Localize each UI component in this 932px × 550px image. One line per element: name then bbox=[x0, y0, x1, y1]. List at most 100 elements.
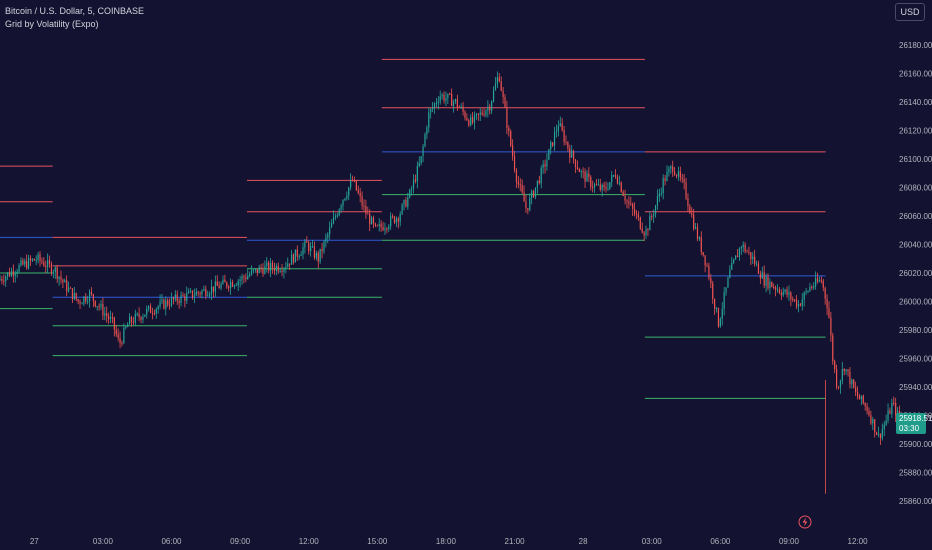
candle-body bbox=[559, 123, 561, 127]
candle-body bbox=[325, 237, 327, 242]
candle-body bbox=[500, 81, 502, 91]
candle-body bbox=[376, 225, 378, 227]
candle-body bbox=[822, 280, 824, 288]
candle-body bbox=[489, 106, 491, 111]
candle-body bbox=[851, 379, 853, 385]
symbol-title[interactable]: Bitcoin / U.S. Dollar, 5, COINBASE bbox=[5, 6, 145, 16]
candle-body bbox=[189, 290, 192, 292]
price-tick-label: 26160.00 bbox=[899, 70, 932, 79]
candle-body bbox=[645, 229, 647, 236]
candle-body bbox=[79, 301, 81, 304]
candle-body bbox=[744, 244, 746, 252]
candle-body bbox=[548, 149, 550, 160]
indicator-title[interactable]: Grid by Volatility (Expo) bbox=[5, 19, 99, 29]
candle-body bbox=[226, 282, 228, 287]
candle-body bbox=[799, 304, 801, 306]
candle-body bbox=[287, 263, 289, 268]
candle-body bbox=[868, 410, 870, 416]
candle-body bbox=[557, 126, 559, 132]
candle-body bbox=[694, 227, 697, 229]
candle-body bbox=[531, 191, 533, 198]
candle-body bbox=[839, 380, 842, 388]
candle-body bbox=[336, 215, 338, 217]
candle-body bbox=[788, 292, 790, 296]
candle-body bbox=[207, 295, 209, 297]
lightning-bolt-icon[interactable] bbox=[798, 515, 812, 529]
candle-body bbox=[378, 223, 380, 226]
candle-body bbox=[609, 182, 611, 189]
candle-body bbox=[300, 254, 302, 256]
candle-body bbox=[271, 262, 274, 269]
candle-body bbox=[247, 275, 249, 280]
candle-body bbox=[723, 292, 725, 309]
candle-body bbox=[275, 265, 277, 271]
candle-body bbox=[365, 206, 367, 214]
candle-body bbox=[588, 173, 590, 177]
candle-body bbox=[437, 101, 439, 104]
candle-body bbox=[27, 258, 30, 269]
candle-body bbox=[553, 132, 556, 146]
candle-body bbox=[155, 309, 157, 314]
candle-body bbox=[491, 101, 493, 111]
price-tick-label: 25960.00 bbox=[899, 354, 932, 363]
candle-body bbox=[801, 299, 803, 306]
candle-body bbox=[250, 270, 253, 275]
candle-body bbox=[574, 159, 577, 168]
candle-body bbox=[504, 97, 506, 108]
candle-body bbox=[895, 403, 897, 416]
price-tick-label: 25900.00 bbox=[899, 440, 932, 449]
candle-body bbox=[45, 266, 47, 268]
candle-body bbox=[395, 218, 397, 223]
candle-body bbox=[228, 286, 230, 289]
candle-body bbox=[864, 403, 866, 407]
currency-button[interactable]: USD bbox=[895, 3, 925, 21]
candle-body bbox=[363, 205, 365, 207]
candle-body bbox=[151, 312, 154, 314]
candle-body bbox=[452, 101, 455, 106]
candle-body bbox=[136, 313, 138, 315]
price-tick-label: 26120.00 bbox=[899, 127, 932, 136]
candle-body bbox=[411, 188, 413, 190]
candle-body bbox=[607, 188, 609, 190]
time-axis[interactable]: 27 03:00 06:00 09:00 12:00 15:00 18:00 21:00 28 0… bbox=[30, 537, 868, 546]
candle-body bbox=[239, 279, 241, 282]
candle-body bbox=[346, 195, 348, 199]
candle-body bbox=[8, 272, 11, 277]
candle-body bbox=[416, 166, 418, 182]
candle-body bbox=[681, 177, 683, 180]
candle-body bbox=[876, 432, 878, 435]
candle-body bbox=[521, 184, 523, 193]
candle-body bbox=[843, 369, 845, 372]
candle-body bbox=[233, 285, 235, 287]
last-price-value: 25918.51 bbox=[899, 414, 932, 423]
candle-body bbox=[729, 269, 731, 278]
candle-body bbox=[746, 251, 748, 253]
candle-body bbox=[725, 287, 727, 293]
candle-body bbox=[708, 265, 710, 279]
candle-body bbox=[508, 127, 510, 132]
candle-body bbox=[224, 279, 226, 283]
candle-body bbox=[355, 180, 357, 191]
candle-body bbox=[487, 106, 489, 111]
candle-body bbox=[679, 171, 681, 178]
candle-body bbox=[56, 267, 58, 279]
candle-body bbox=[197, 291, 199, 294]
candle-body bbox=[243, 276, 245, 278]
price-tick-label: 26100.00 bbox=[899, 155, 932, 164]
candle-body bbox=[820, 280, 822, 282]
candle-body bbox=[109, 317, 112, 320]
candle-body bbox=[862, 395, 864, 404]
candle-body bbox=[637, 214, 640, 218]
candle-body bbox=[329, 227, 331, 235]
candle-body bbox=[68, 287, 70, 292]
candle-body bbox=[885, 420, 887, 425]
candle-body bbox=[237, 281, 239, 286]
candle-body bbox=[536, 180, 539, 188]
candle-body bbox=[633, 208, 636, 215]
candle-body bbox=[828, 308, 830, 318]
candle-body bbox=[883, 424, 885, 430]
candle-body bbox=[513, 156, 516, 170]
candle-body bbox=[426, 127, 428, 135]
candle-body bbox=[654, 205, 657, 215]
